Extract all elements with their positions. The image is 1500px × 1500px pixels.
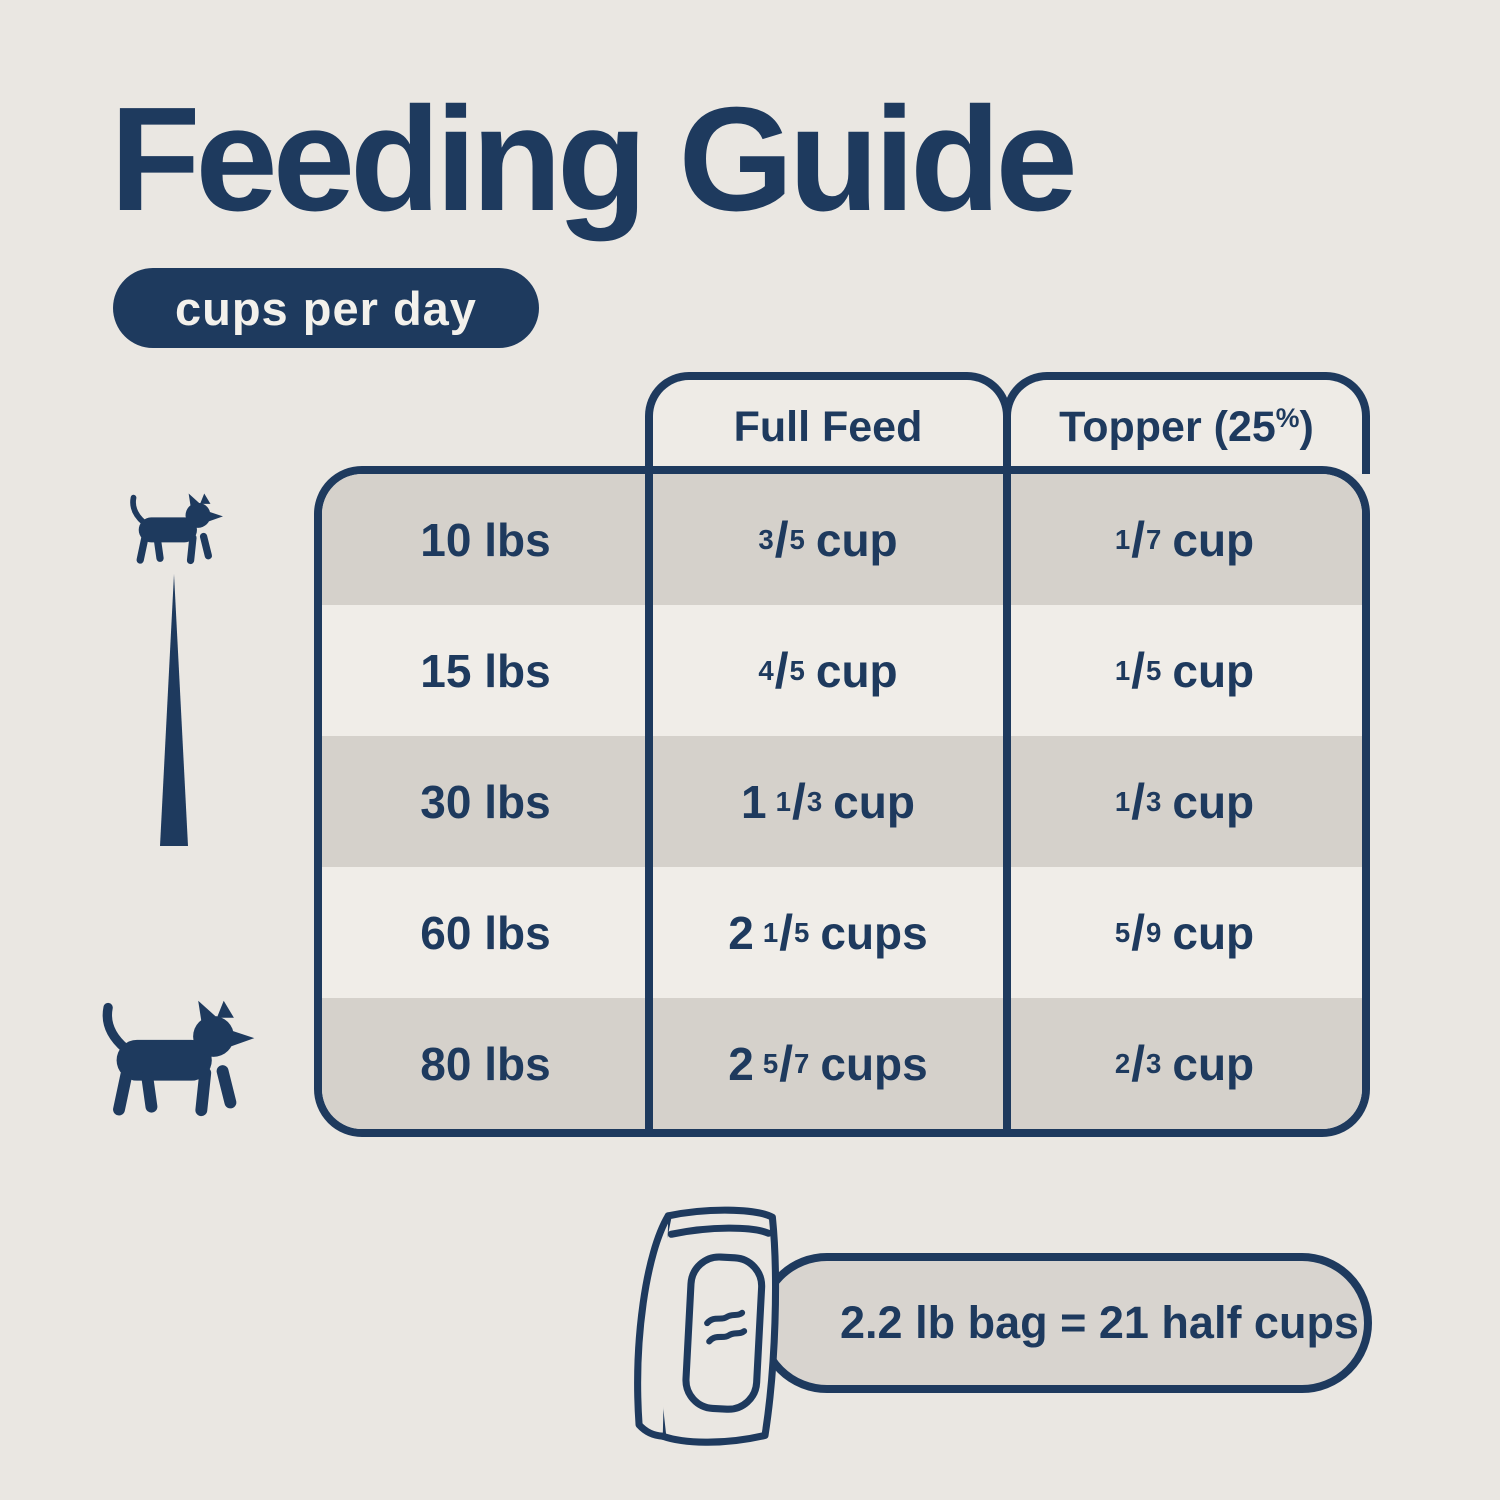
weight-cell: 10 lbs <box>420 513 551 566</box>
fraction-slash: / <box>792 773 806 830</box>
topper-cell: 5/9 cup <box>1114 904 1255 961</box>
column-divider <box>1003 474 1011 1129</box>
fraction-slash: / <box>1131 511 1146 568</box>
fraction-slash: / <box>779 904 794 961</box>
fraction-slash: / <box>1131 773 1146 830</box>
small-dog-icon <box>130 493 223 565</box>
full-feed-cell: 3/5 cup <box>758 511 898 568</box>
table-row: 30 lbs 1 1/3 cup 1/3 cup <box>322 736 1362 867</box>
table-row: 15 lbs 4/5 cup 1/5 cup <box>322 605 1362 736</box>
size-taper-icon <box>160 574 188 846</box>
feeding-table: 10 lbs 3/5 cup 1/7 cup 15 lbs 4/5 cup 1/5 cu… <box>314 466 1370 1137</box>
full-feed-cell: 2 1/5 cups <box>728 904 928 961</box>
table-row: 60 lbs 2 1/5 cups 5/9 cup <box>322 867 1362 998</box>
page-title: Feeding Guide <box>110 77 1078 242</box>
column-divider <box>645 474 653 1129</box>
full-feed-cell: 2 5/7 cups <box>728 1035 928 1092</box>
table-row: 10 lbs 3/5 cup 1/7 cup <box>322 474 1362 605</box>
topper-cell: 2/3 cup <box>1114 1035 1255 1092</box>
weight-cell: 30 lbs <box>420 775 551 828</box>
column-header-topper: Topper (25%) <box>1003 372 1370 474</box>
topper-label: Topper (25%) <box>1059 402 1314 451</box>
full-feed-cell: 4/5 cup <box>758 642 898 699</box>
weight-cell: 60 lbs <box>420 906 551 959</box>
fraction-slash: / <box>779 1035 794 1092</box>
column-header-full-feed: Full Feed <box>645 372 1011 474</box>
large-dog-icon <box>102 1000 255 1117</box>
percent-superscript: % <box>1275 402 1300 433</box>
table-row: 80 lbs 2 5/7 cups 2/3 cup <box>322 998 1362 1129</box>
fraction-slash: / <box>774 511 789 568</box>
full-feed-cell: 1 1/3 cup <box>741 773 915 830</box>
full-feed-label: Full Feed <box>733 402 923 451</box>
fraction-slash: / <box>1131 904 1146 961</box>
dog-food-bag-icon <box>634 1206 780 1446</box>
fraction-slash: / <box>1131 1035 1146 1092</box>
topper-cell: 1/3 cup <box>1114 773 1255 830</box>
bag-note-text: 2.2 lb bag = 21 half cups <box>840 1297 1359 1348</box>
fraction-slash: / <box>774 642 789 699</box>
topper-cell: 1/7 cup <box>1114 511 1255 568</box>
topper-cell: 1/5 cup <box>1114 642 1255 699</box>
weight-cell: 15 lbs <box>420 644 551 697</box>
unit-pill: cups per day <box>113 268 539 348</box>
unit-pill-label: cups per day <box>175 281 477 335</box>
weight-cell: 80 lbs <box>420 1037 551 1090</box>
fraction-slash: / <box>1131 642 1146 699</box>
bag-note-pill: 2.2 lb bag = 21 half cups <box>757 1253 1372 1393</box>
